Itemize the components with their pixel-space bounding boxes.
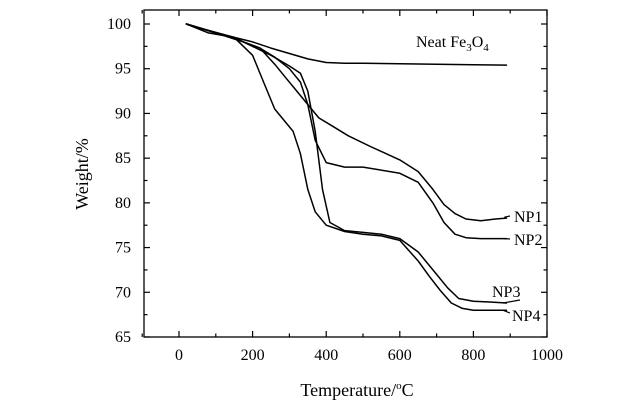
series-line-2 xyxy=(185,23,508,240)
series-label-4: NP4 xyxy=(512,308,540,325)
y-tick-label: 80 xyxy=(115,195,131,212)
x-tick-label: 800 xyxy=(461,347,485,364)
x-tick-label: 600 xyxy=(388,347,412,364)
y-tick-label: 70 xyxy=(115,284,131,301)
series-label-part: NP1 xyxy=(514,209,542,226)
series-curves xyxy=(185,23,508,311)
tick-labels: 0 200 400 600 800 1000 65 70 75 80 85 90 95 100 xyxy=(107,16,563,364)
x-tick-label: 200 xyxy=(241,347,265,364)
series-labels: Neat Fe3O4 NP1 NP2 NP3 NP4 xyxy=(416,34,542,325)
x-tick-label: 0 xyxy=(175,347,183,364)
label-leader xyxy=(504,215,511,218)
series-line-1 xyxy=(185,23,508,222)
y-axis-title: Weight/% xyxy=(72,138,92,210)
plot-frame xyxy=(143,9,548,338)
series-label-part: 4 xyxy=(483,42,489,54)
y-tick-label: 100 xyxy=(107,16,131,33)
y-tick-label: 75 xyxy=(115,240,131,257)
series-line-4 xyxy=(185,23,508,311)
y-tick-label: 90 xyxy=(115,105,131,122)
series-label-0: Neat Fe3O4 xyxy=(416,34,489,54)
degree-superscript: o xyxy=(396,380,402,392)
unit-letter: C xyxy=(402,380,414,400)
series-label-part: NP4 xyxy=(512,308,540,325)
label-leader xyxy=(502,309,511,314)
series-line-3 xyxy=(185,23,508,304)
x-axis-title-text: Temperature/ xyxy=(300,380,396,400)
series-label-2: NP2 xyxy=(514,232,542,249)
series-label-part: NP3 xyxy=(492,284,520,301)
series-label-1: NP1 xyxy=(514,209,542,226)
label-leader xyxy=(502,299,521,304)
y-tick-label: 85 xyxy=(115,150,131,167)
y-tick-label: 95 xyxy=(115,61,131,78)
x-tick-label: 400 xyxy=(314,347,338,364)
series-label-part: 3 xyxy=(466,42,472,54)
series-label-part: Neat Fe xyxy=(416,34,466,51)
series-label-3: NP3 xyxy=(492,284,520,301)
x-tick-label: 1000 xyxy=(531,347,563,364)
x-axis-title: Temperature/oC xyxy=(300,380,413,400)
series-label-part: NP2 xyxy=(514,232,542,249)
x-axis-title-unit: oC xyxy=(396,380,414,400)
y-tick-label: 65 xyxy=(115,329,131,346)
axis-ticks xyxy=(141,10,548,338)
series-label-part: O xyxy=(472,34,484,51)
